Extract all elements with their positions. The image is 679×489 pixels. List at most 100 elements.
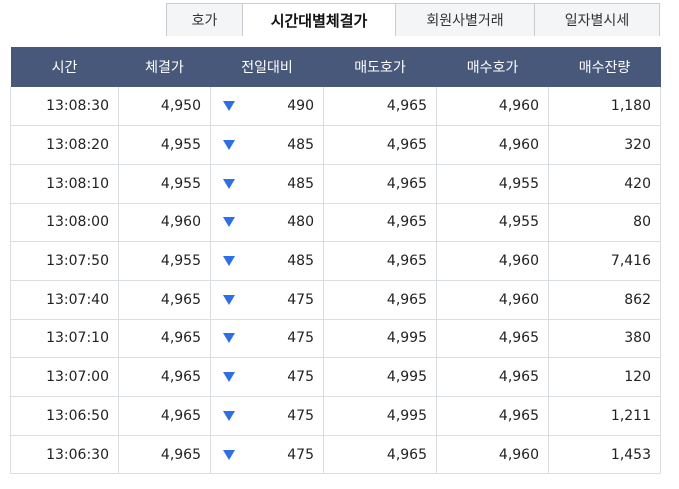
cell-ask: 4,965 (323, 280, 437, 320)
cell-price: 4,955 (118, 164, 211, 204)
cell-time: 13:06:30 (10, 435, 119, 475)
column-header-price: 체결가 (118, 47, 211, 87)
cell-bid: 4,965 (436, 396, 549, 436)
cell-bid: 4,960 (436, 241, 549, 281)
cell-change: 480 (210, 203, 324, 243)
cell-time: 13:08:10 (10, 164, 119, 204)
cell-bid: 4,960 (436, 280, 549, 320)
down-arrow-icon (223, 333, 235, 344)
cell-ask: 4,965 (323, 203, 437, 243)
table-body: 13:08:30 4,950 490 4,965 4,960 1,180 13:08:20 4… (10, 87, 661, 475)
change-value: 475 (287, 330, 314, 347)
change-value: 475 (287, 407, 314, 424)
cell-ask: 4,965 (323, 164, 437, 204)
trade-table: 시간 체결가 전일대비 매도호가 매수호가 매수잔량 13:08:30 4,950… (10, 47, 661, 475)
cell-price: 4,965 (118, 357, 211, 397)
table-row: 13:07:00 4,965 475 4,995 4,965 120 (10, 357, 661, 397)
tab-daily-prices[interactable]: 일자별시세 (534, 3, 660, 36)
cell-time: 13:08:20 (10, 125, 119, 165)
cell-time: 13:08:00 (10, 203, 119, 243)
cell-bid-qty: 862 (548, 280, 661, 320)
table-row: 13:08:10 4,955 485 4,965 4,955 420 (10, 164, 661, 204)
cell-bid-qty: 380 (548, 319, 661, 359)
tab-member-trades[interactable]: 회원사별거래 (395, 3, 535, 36)
table-row: 13:07:40 4,965 475 4,965 4,960 862 (10, 280, 661, 320)
cell-price: 4,965 (118, 280, 211, 320)
cell-ask: 4,995 (323, 357, 437, 397)
table-header-row: 시간 체결가 전일대비 매도호가 매수호가 매수잔량 (10, 47, 661, 87)
cell-bid: 4,960 (436, 87, 549, 127)
cell-time: 13:06:50 (10, 396, 119, 436)
change-value: 485 (287, 175, 314, 192)
down-arrow-icon (223, 101, 235, 112)
change-value: 485 (287, 253, 314, 270)
table-row: 13:08:20 4,955 485 4,965 4,960 320 (10, 125, 661, 165)
cell-bid: 4,960 (436, 125, 549, 165)
cell-bid-qty: 1,180 (548, 87, 661, 127)
cell-time: 13:07:00 (10, 357, 119, 397)
cell-time: 13:08:30 (10, 87, 119, 127)
change-value: 490 (287, 98, 314, 115)
down-arrow-icon (223, 372, 235, 383)
cell-price: 4,965 (118, 435, 211, 475)
cell-change: 475 (210, 280, 324, 320)
table-row: 13:08:00 4,960 480 4,965 4,955 80 (10, 203, 661, 243)
cell-change: 475 (210, 396, 324, 436)
table-row: 13:08:30 4,950 490 4,965 4,960 1,180 (10, 87, 661, 127)
cell-bid-qty: 420 (548, 164, 661, 204)
change-value: 475 (287, 291, 314, 308)
column-header-ask: 매도호가 (323, 47, 437, 87)
table-row: 13:06:30 4,965 475 4,965 4,960 1,453 (10, 435, 661, 475)
cell-change: 485 (210, 241, 324, 281)
cell-ask: 4,965 (323, 435, 437, 475)
cell-change: 485 (210, 125, 324, 165)
cell-bid: 4,955 (436, 164, 549, 204)
cell-price: 4,950 (118, 87, 211, 127)
change-value: 475 (287, 369, 314, 386)
cell-bid-qty: 7,416 (548, 241, 661, 281)
cell-price: 4,965 (118, 396, 211, 436)
cell-price: 4,960 (118, 203, 211, 243)
change-value: 475 (287, 446, 314, 463)
down-arrow-icon (223, 294, 235, 305)
change-value: 485 (287, 137, 314, 154)
cell-price: 4,955 (118, 241, 211, 281)
down-arrow-icon (223, 217, 235, 228)
cell-bid-qty: 120 (548, 357, 661, 397)
cell-change: 475 (210, 319, 324, 359)
down-arrow-icon (223, 410, 235, 421)
table-row: 13:07:50 4,955 485 4,965 4,960 7,416 (10, 241, 661, 281)
down-arrow-icon (223, 256, 235, 267)
down-arrow-icon (223, 449, 235, 460)
column-header-bid: 매수호가 (436, 47, 549, 87)
cell-change: 485 (210, 164, 324, 204)
cell-change: 475 (210, 357, 324, 397)
cell-bid-qty: 320 (548, 125, 661, 165)
cell-bid: 4,960 (436, 435, 549, 475)
cell-ask: 4,965 (323, 125, 437, 165)
cell-bid: 4,965 (436, 357, 549, 397)
table-row: 13:06:50 4,965 475 4,995 4,965 1,211 (10, 396, 661, 436)
cell-ask: 4,965 (323, 87, 437, 127)
cell-price: 4,955 (118, 125, 211, 165)
cell-price: 4,965 (118, 319, 211, 359)
down-arrow-icon (223, 178, 235, 189)
column-header-change: 전일대비 (210, 47, 324, 87)
cell-time: 13:07:10 (10, 319, 119, 359)
change-value: 480 (287, 214, 314, 231)
cell-bid: 4,965 (436, 319, 549, 359)
cell-time: 13:07:40 (10, 280, 119, 320)
tab-time-trades[interactable]: 시간대별체결가 (242, 3, 396, 36)
table-row: 13:07:10 4,965 475 4,995 4,965 380 (10, 319, 661, 359)
cell-bid: 4,955 (436, 203, 549, 243)
tab-bar: 호가 시간대별체결가 회원사별거래 일자별시세 (166, 3, 660, 36)
cell-ask: 4,995 (323, 396, 437, 436)
cell-bid-qty: 80 (548, 203, 661, 243)
cell-ask: 4,965 (323, 241, 437, 281)
down-arrow-icon (223, 140, 235, 151)
cell-change: 475 (210, 435, 324, 475)
cell-bid-qty: 1,211 (548, 396, 661, 436)
cell-bid-qty: 1,453 (548, 435, 661, 475)
tab-quote[interactable]: 호가 (166, 3, 243, 36)
cell-time: 13:07:50 (10, 241, 119, 281)
